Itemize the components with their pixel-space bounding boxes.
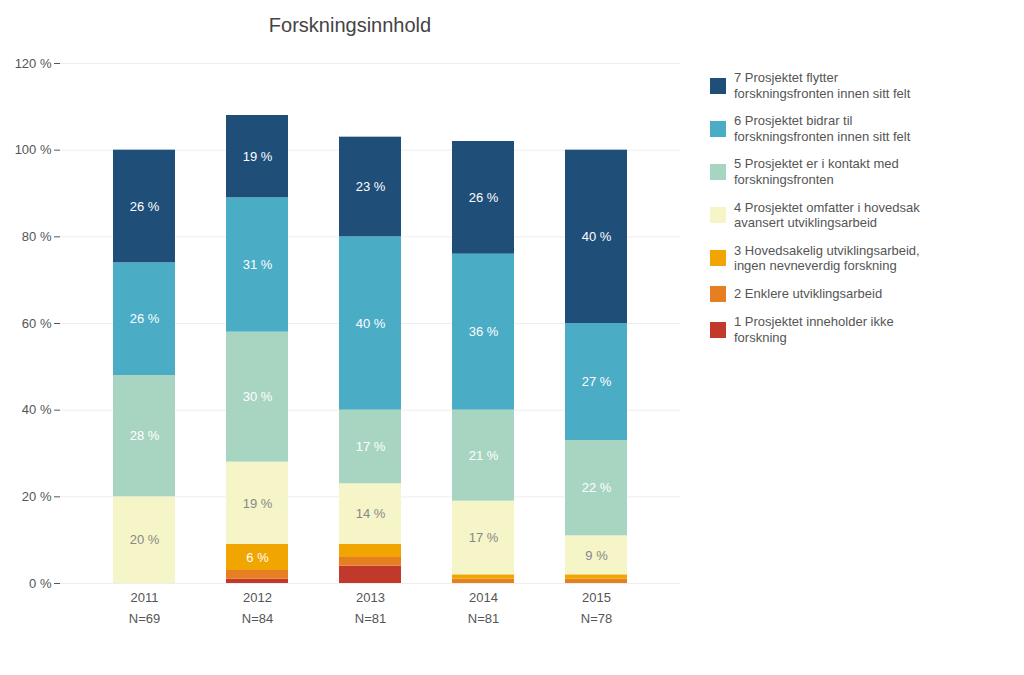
svg-text:0 %: 0 %	[29, 576, 52, 591]
svg-text:N=81: N=81	[468, 611, 499, 626]
svg-text:40 %: 40 %	[356, 316, 386, 331]
html-text:3 Hovedsakelig utviklingsarbei: 3 Hovedsakelig utviklingsarbeid, ingen n…	[734, 242, 920, 274]
svg-text:19 %: 19 %	[243, 149, 273, 164]
svg-text:2014: 2014	[469, 590, 498, 605]
svg-text:26 %: 26 %	[130, 199, 160, 214]
svg-text:14 %: 14 %	[356, 506, 386, 521]
svg-text:27 %: 27 %	[582, 374, 612, 389]
html-text:4 Prosjektet omfatter i hoveds: 4 Prosjektet omfatter i hovedsak avanser…	[734, 199, 920, 231]
svg-text:80 %: 80 %	[22, 229, 52, 244]
svg-text:40 %: 40 %	[582, 229, 612, 244]
svg-text:20 %: 20 %	[130, 532, 160, 547]
svg-text:17 %: 17 %	[469, 530, 499, 545]
svg-text:26 %: 26 %	[469, 190, 499, 205]
svg-text:N=69: N=69	[129, 611, 160, 626]
svg-text:100 %: 100 %	[15, 142, 52, 157]
svg-text:9 %: 9 %	[585, 547, 608, 562]
svg-text:22 %: 22 %	[582, 480, 612, 495]
html-text:7 Prosjektet flytter forskning: 7 Prosjektet flytter forskningsfronten i…	[734, 70, 911, 101]
svg-text:120 %: 120 %	[15, 56, 52, 71]
svg-text:28 %: 28 %	[130, 428, 160, 443]
svg-text:2013: 2013	[356, 590, 385, 605]
svg-text:2015: 2015	[582, 590, 611, 605]
svg-text:36 %: 36 %	[469, 324, 499, 339]
svg-text:17 %: 17 %	[356, 439, 386, 454]
svg-text:20 %: 20 %	[22, 489, 52, 504]
html-text:6 Prosjektet bidrar til forskn: 6 Prosjektet bidrar til forskningsfronte…	[734, 113, 911, 144]
svg-text:6 %: 6 %	[246, 550, 269, 565]
svg-text:N=78: N=78	[581, 611, 612, 626]
svg-text:N=84: N=84	[242, 611, 273, 626]
html-text:Forskningsinnhold: Forskningsinnhold	[268, 14, 432, 36]
svg-text:2011: 2011	[131, 590, 159, 605]
svg-text:N=81: N=81	[355, 611, 386, 626]
svg-text:2012: 2012	[243, 590, 272, 605]
svg-text:23 %: 23 %	[356, 179, 386, 194]
svg-text:19 %: 19 %	[243, 495, 273, 510]
svg-text:21 %: 21 %	[469, 448, 499, 463]
html-text:1 Prosjektet inneholder ikke f: 1 Prosjektet inneholder ikke forskning	[734, 313, 894, 345]
html-text:2 Enklere utviklingsarbeid: 2 Enklere utviklingsarbeid	[734, 286, 883, 302]
svg-text:40 %: 40 %	[22, 402, 52, 417]
svg-text:60 %: 60 %	[22, 316, 52, 331]
html-text:5 Prosjektet er i kontakt med: 5 Prosjektet er i kontakt med forsknings…	[734, 156, 899, 187]
svg-text:31 %: 31 %	[243, 257, 273, 272]
svg-text:26 %: 26 %	[130, 311, 160, 326]
svg-text:30 %: 30 %	[243, 389, 273, 404]
